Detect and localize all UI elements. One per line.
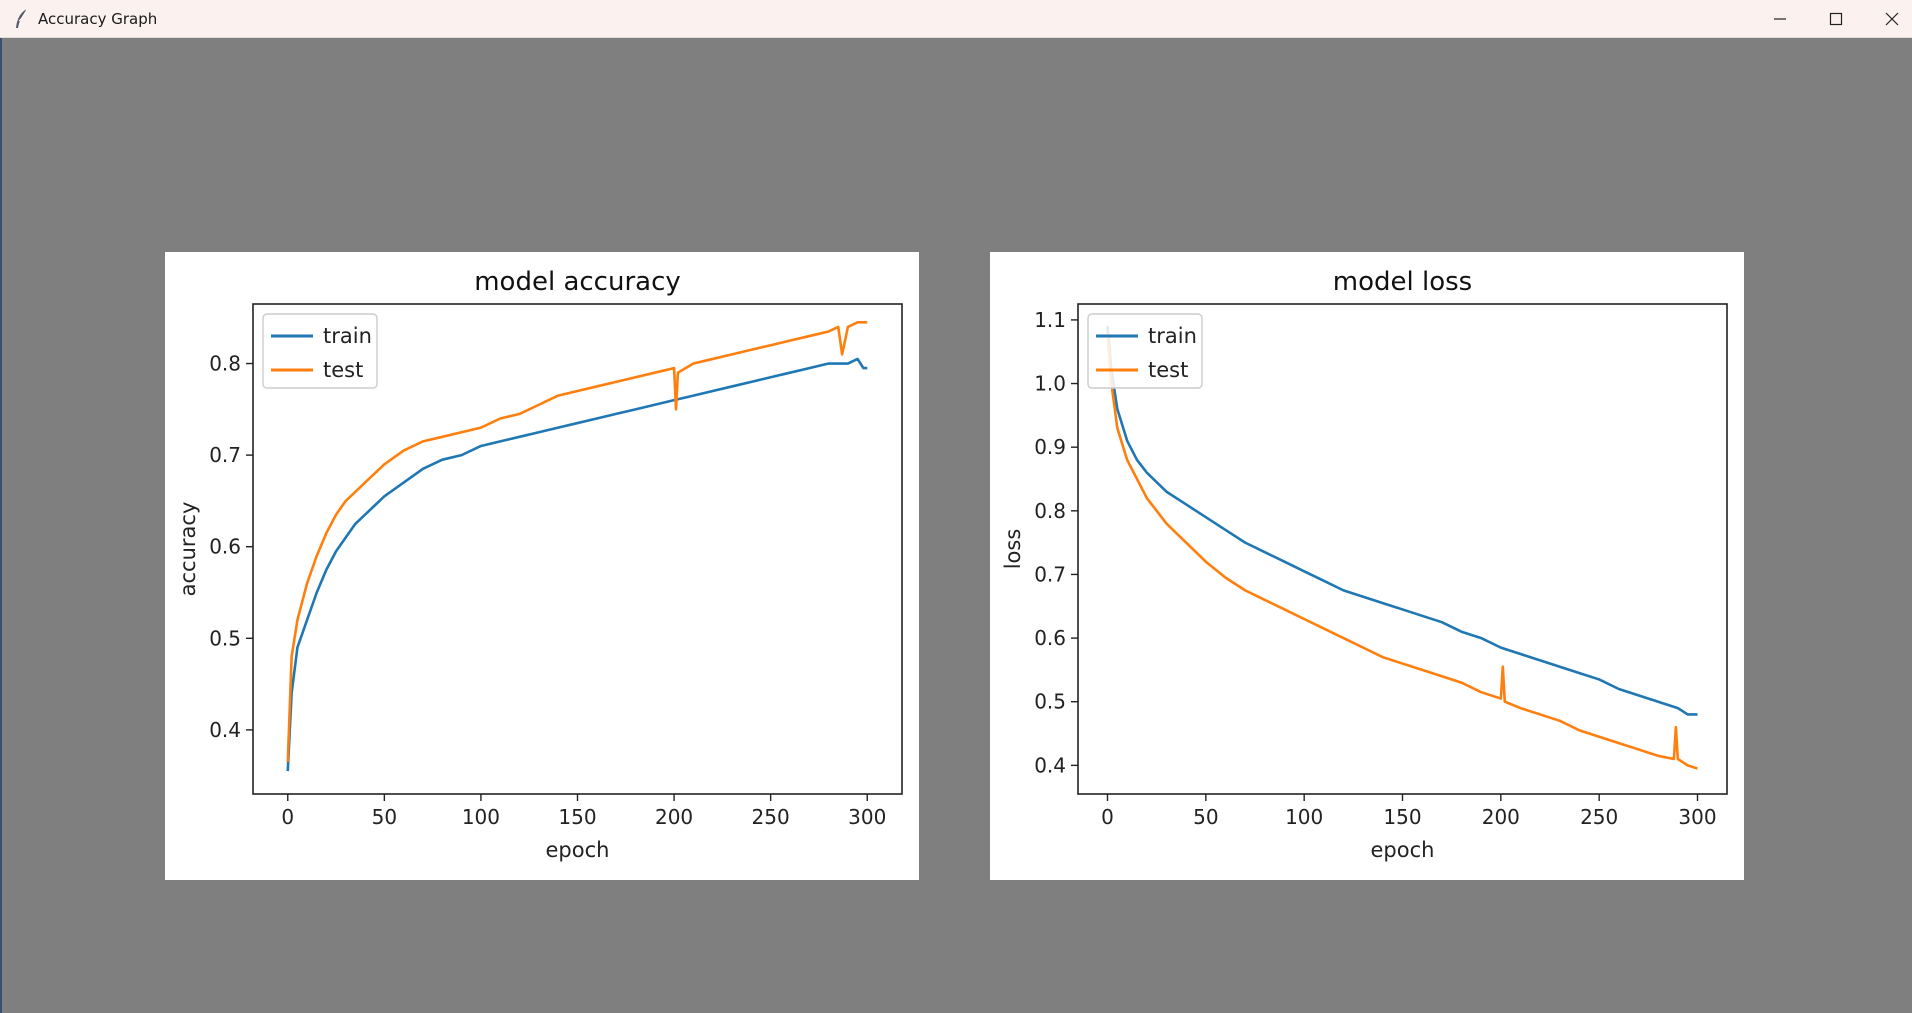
loss-chart: model loss 0 50 100 150 200 250 300 0.4 0.5 0.6 0.7… bbox=[1001, 267, 1728, 862]
window-edge bbox=[0, 38, 2, 1013]
y-tick-label: 0.4 bbox=[1034, 753, 1066, 777]
minimize-icon bbox=[1774, 18, 1786, 20]
x-tick-label: 200 bbox=[1482, 805, 1520, 829]
y-tick-label: 0.5 bbox=[209, 626, 241, 650]
x-tick-label: 50 bbox=[372, 805, 397, 829]
x-tick-label: 300 bbox=[848, 805, 886, 829]
series-line-test bbox=[286, 321, 868, 762]
y-tick-label: 1.0 bbox=[1034, 372, 1066, 396]
y-tick-label: 0.8 bbox=[209, 352, 241, 376]
x-tick-label: 150 bbox=[558, 805, 596, 829]
close-button[interactable] bbox=[1864, 0, 1912, 38]
x-axis-label: epoch bbox=[546, 838, 610, 862]
plot-area bbox=[1106, 326, 1698, 770]
title-bar[interactable]: Accuracy Graph bbox=[0, 0, 1912, 38]
minimize-button[interactable] bbox=[1752, 0, 1808, 38]
x-tick-label: 100 bbox=[462, 805, 500, 829]
x-tick-label: 50 bbox=[1193, 805, 1218, 829]
loss-chart-panel: model loss 0 50 100 150 200 250 300 0.4 0.5 0.6 0.7… bbox=[990, 252, 1744, 880]
y-axis-label: loss bbox=[1001, 529, 1025, 570]
feather-icon bbox=[16, 8, 28, 28]
y-tick-label: 1.1 bbox=[1034, 308, 1066, 332]
legend-label-test: test bbox=[1148, 358, 1188, 382]
legend: train test bbox=[1087, 313, 1203, 389]
series-line-train bbox=[1106, 326, 1698, 716]
x-tick-label: 200 bbox=[655, 805, 693, 829]
x-tick-label: 250 bbox=[752, 805, 790, 829]
legend-label-test: test bbox=[323, 358, 363, 382]
y-tick-label: 0.6 bbox=[1034, 626, 1066, 650]
y-tick-label: 0.9 bbox=[1034, 435, 1066, 459]
y-tick-label: 0.7 bbox=[1034, 562, 1066, 586]
x-axis-label: epoch bbox=[1371, 838, 1435, 862]
plot-area bbox=[286, 321, 868, 772]
y-tick-label: 0.4 bbox=[209, 718, 241, 742]
x-tick-label: 300 bbox=[1678, 805, 1716, 829]
window-title: Accuracy Graph bbox=[38, 10, 158, 28]
accuracy-chart-panel: model accuracy 0 50 100 150 200 250 300 0.4 0.5 0.… bbox=[165, 252, 919, 880]
accuracy-chart: model accuracy 0 50 100 150 200 250 300 0.4 0.5 0.… bbox=[176, 267, 903, 862]
x-tick-label: 0 bbox=[1101, 805, 1114, 829]
legend-label-train: train bbox=[323, 324, 372, 348]
legend-label-train: train bbox=[1148, 324, 1197, 348]
y-tick-label: 0.6 bbox=[209, 535, 241, 559]
maximize-icon bbox=[1829, 12, 1843, 26]
legend: train test bbox=[262, 313, 378, 389]
maximize-button[interactable] bbox=[1808, 0, 1864, 38]
x-tick-label: 0 bbox=[281, 805, 294, 829]
y-tick-label: 0.5 bbox=[1034, 690, 1066, 714]
close-icon bbox=[1885, 12, 1899, 26]
chart-title: model accuracy bbox=[474, 267, 681, 297]
x-tick-label: 250 bbox=[1580, 805, 1618, 829]
y-tick-label: 0.7 bbox=[209, 443, 241, 467]
y-tick-label: 0.8 bbox=[1034, 499, 1066, 523]
chart-title: model loss bbox=[1333, 267, 1472, 297]
x-tick-label: 100 bbox=[1285, 805, 1323, 829]
x-tick-label: 150 bbox=[1383, 805, 1421, 829]
series-line-test bbox=[1106, 332, 1698, 770]
y-axis-label: accuracy bbox=[176, 502, 200, 597]
series-line-train bbox=[286, 357, 868, 772]
